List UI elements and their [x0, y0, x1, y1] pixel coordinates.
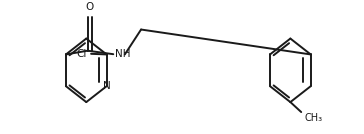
- Text: Cl: Cl: [76, 49, 87, 59]
- Text: N: N: [103, 81, 111, 91]
- Text: NH: NH: [115, 49, 130, 59]
- Text: CH₃: CH₃: [304, 113, 322, 123]
- Text: O: O: [86, 2, 94, 12]
